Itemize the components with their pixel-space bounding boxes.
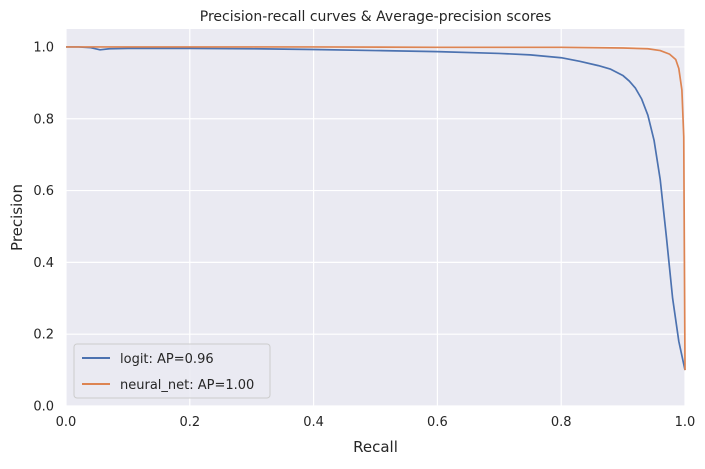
neural-net-curve: [66, 46, 686, 371]
x-tick-label-4: 0.8: [551, 415, 572, 430]
x-axis-label: Recall: [353, 438, 398, 456]
plot-area: [66, 29, 685, 406]
y-tick-labels: 0.0 0.2 0.4 0.6 0.8 1.0: [33, 40, 54, 414]
legend-label-neural-net: neural_net: AP=1.00: [120, 378, 254, 393]
series-lines: [66, 46, 686, 371]
x-tick-label-5: 1.0: [675, 415, 696, 430]
y-tick-label-4: 0.8: [33, 112, 54, 127]
chart-title: Precision-recall curves & Average-precis…: [200, 9, 551, 25]
x-tick-label-1: 0.2: [179, 415, 200, 430]
y-axis-label: Precision: [8, 184, 26, 251]
logit-curve: [66, 46, 686, 371]
x-tick-labels: 0.0 0.2 0.4 0.6 0.8 1.0: [56, 415, 696, 430]
y-tick-label-2: 0.4: [33, 256, 54, 271]
y-tick-label-3: 0.6: [33, 184, 54, 199]
x-tick-label-2: 0.4: [303, 415, 324, 430]
legend-label-logit: logit: AP=0.96: [120, 352, 214, 367]
y-tick-label-5: 1.0: [33, 40, 54, 55]
y-tick-label-0: 0.0: [33, 400, 54, 415]
legend-box: [73, 343, 271, 399]
x-tick-label-3: 0.6: [427, 415, 448, 430]
x-tick-label-0: 0.0: [56, 415, 77, 430]
grid: [65, 29, 686, 407]
legend: logit: AP=0.96 neural_net: AP=1.00: [73, 343, 271, 399]
y-tick-label-1: 0.2: [33, 328, 54, 343]
